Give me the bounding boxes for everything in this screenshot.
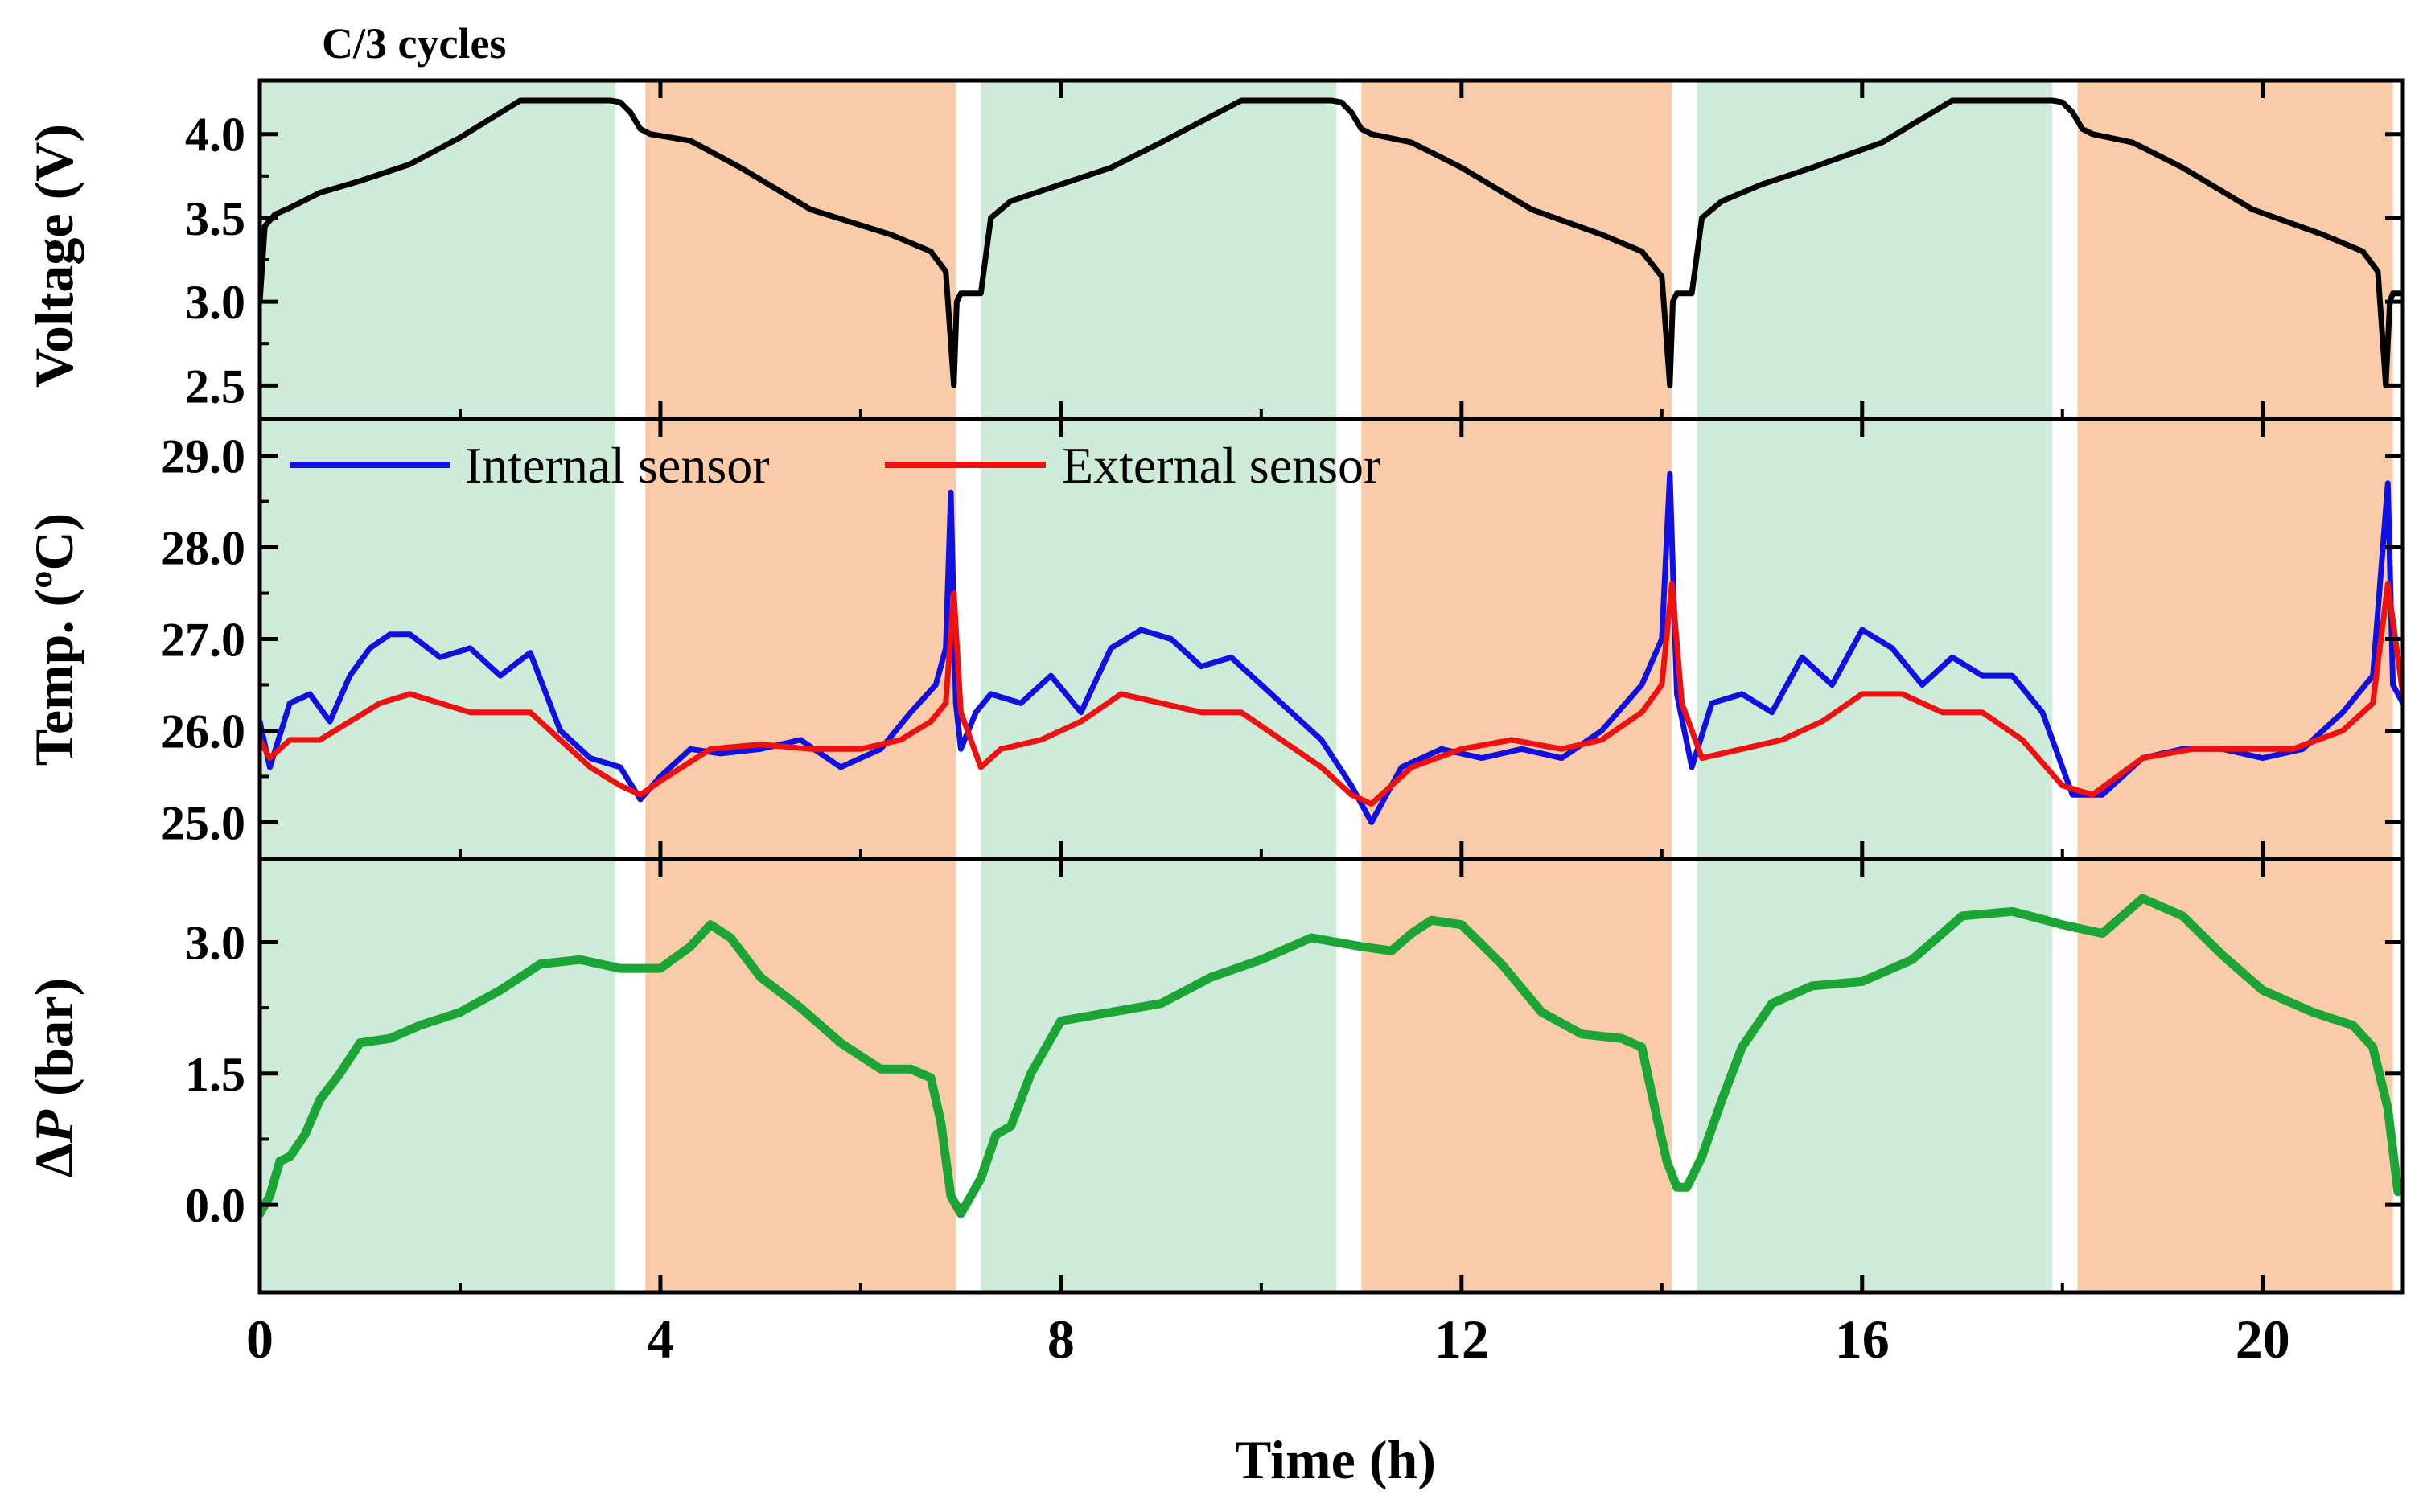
shade-discharge-temperature-3 <box>1361 419 1672 859</box>
shade-discharge-voltage-1 <box>645 80 956 419</box>
legend-label-1: External sensor <box>1062 437 1380 494</box>
series-layer <box>260 97 2403 1218</box>
y-tick-label-temperature-4: 29.0 <box>161 430 245 483</box>
shade-charge-voltage-2 <box>981 80 1337 419</box>
legend: Internal sensor External sensor <box>290 437 1380 494</box>
shade-discharge-temperature-1 <box>645 419 956 859</box>
shade-discharge-voltage-5 <box>2077 80 2393 419</box>
series-line-pressure-0 <box>260 894 2403 1218</box>
tick-labels: 2.5 3.0 3.5 4.0 25.0 26.0 27.0 28.0 29.0 0.0 1.5 3.… <box>161 109 2290 1370</box>
y-tick-label-voltage-2: 3.5 <box>185 192 245 245</box>
shade-charge-voltage-4 <box>1697 80 2053 419</box>
y-tick-label-temperature-2: 27.0 <box>161 614 245 667</box>
y-axis-title-temperature: Temp. (ºC) <box>23 513 84 766</box>
y-tick-label-voltage-1: 3.0 <box>185 276 245 329</box>
x-tick-label-4: 16 <box>1835 1309 1890 1370</box>
y-tick-label-pressure-2: 3.0 <box>185 916 245 969</box>
shade-discharge-pressure-1 <box>645 859 956 1292</box>
shade-discharge-pressure-3 <box>1361 859 1672 1292</box>
y-tick-label-voltage-3: 4.0 <box>185 109 245 162</box>
chart-title: C/3 cycles <box>322 19 506 68</box>
x-tick-label-1: 4 <box>647 1309 674 1370</box>
y-axis-title-voltage: Voltage (V) <box>23 124 84 388</box>
y-tick-label-temperature-0: 25.0 <box>161 796 245 849</box>
panel-frame-pressure <box>257 857 2405 1295</box>
x-tick-label-0: 0 <box>246 1309 274 1370</box>
phase-shading <box>260 80 2393 1292</box>
legend-label-0: Internal sensor <box>465 437 770 494</box>
x-tick-label-2: 8 <box>1047 1309 1075 1370</box>
shade-discharge-pressure-5 <box>2077 859 2393 1292</box>
shade-charge-pressure-4 <box>1697 859 2053 1292</box>
y-axis-title-pressure: ΔP (bar) <box>23 978 84 1177</box>
shade-charge-temperature-0 <box>260 419 615 859</box>
x-tick-label-5: 20 <box>2236 1309 2290 1370</box>
y-tick-label-pressure-0: 0.0 <box>185 1179 245 1232</box>
shade-charge-voltage-0 <box>260 80 615 419</box>
shade-charge-temperature-2 <box>981 419 1337 859</box>
x-tick-label-3: 12 <box>1434 1309 1489 1370</box>
series-line-voltage-0 <box>260 97 2403 388</box>
shade-charge-pressure-2 <box>981 859 1337 1292</box>
shade-discharge-voltage-3 <box>1361 80 1672 419</box>
x-axis-title: Time (h) <box>1235 1429 1436 1490</box>
tick-marks <box>257 80 2403 1292</box>
series-line-temperature-0 <box>260 470 2403 825</box>
y-tick-label-temperature-1: 26.0 <box>161 705 245 758</box>
shade-charge-pressure-0 <box>260 859 615 1292</box>
shade-discharge-temperature-5 <box>2077 419 2393 859</box>
y-tick-label-temperature-3: 28.0 <box>161 522 245 575</box>
series-line-temperature-1 <box>260 581 2403 807</box>
y-tick-label-voltage-0: 2.5 <box>185 360 245 413</box>
y-tick-label-pressure-1: 1.5 <box>185 1048 245 1101</box>
